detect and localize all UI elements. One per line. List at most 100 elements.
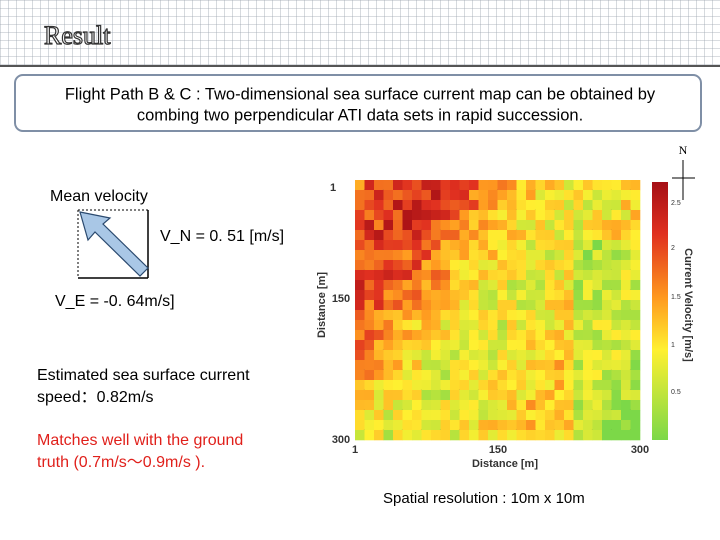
map-cell bbox=[526, 190, 536, 201]
map-cell bbox=[630, 310, 641, 321]
map-cell bbox=[364, 360, 375, 371]
map-cell bbox=[630, 220, 641, 231]
map-cell bbox=[431, 410, 441, 421]
map-cell bbox=[526, 340, 536, 351]
map-cell bbox=[535, 200, 546, 211]
map-cell bbox=[592, 350, 603, 361]
map-cell bbox=[383, 200, 394, 211]
map-cell bbox=[526, 380, 536, 391]
map-cell bbox=[611, 320, 622, 331]
map-cell bbox=[488, 400, 498, 411]
map-cell bbox=[497, 290, 508, 301]
x-tick-label: 300 bbox=[631, 444, 649, 456]
map-cell bbox=[374, 380, 384, 391]
map-cell bbox=[630, 300, 641, 311]
map-cell bbox=[393, 340, 403, 351]
map-cell bbox=[497, 400, 508, 411]
map-cell bbox=[488, 220, 498, 231]
map-cell bbox=[374, 200, 384, 211]
map-cell bbox=[402, 260, 413, 271]
map-cell bbox=[440, 250, 451, 261]
map-cell bbox=[573, 190, 584, 201]
map-cell bbox=[516, 320, 527, 331]
map-cell bbox=[412, 280, 422, 291]
map-cell bbox=[573, 250, 584, 261]
map-cell bbox=[630, 180, 641, 191]
map-cell bbox=[478, 270, 489, 281]
map-cell bbox=[621, 390, 631, 401]
map-cell bbox=[421, 370, 432, 381]
colorbar-tick: 2 bbox=[671, 245, 675, 252]
map-cell bbox=[402, 430, 413, 441]
y-axis-label: Distance [m] bbox=[316, 272, 328, 338]
map-cell bbox=[393, 420, 403, 431]
map-cell bbox=[564, 310, 574, 321]
map-cell bbox=[478, 400, 489, 411]
map-cell bbox=[554, 210, 565, 221]
map-cell bbox=[450, 300, 460, 311]
map-cell bbox=[421, 310, 432, 321]
map-cell bbox=[592, 280, 603, 291]
map-cell bbox=[383, 330, 394, 341]
map-cell bbox=[450, 250, 460, 261]
map-cell bbox=[611, 350, 622, 361]
map-cell bbox=[440, 220, 451, 231]
map-cell bbox=[393, 380, 403, 391]
map-cell bbox=[526, 290, 536, 301]
map-cell bbox=[469, 300, 479, 311]
map-cell bbox=[364, 210, 375, 221]
map-cell bbox=[583, 240, 593, 251]
map-cell bbox=[402, 340, 413, 351]
colorbar-tick: 1 bbox=[671, 342, 675, 349]
map-cell bbox=[573, 330, 584, 341]
map-cell bbox=[611, 270, 622, 281]
map-cell bbox=[393, 240, 403, 251]
map-cell bbox=[459, 290, 470, 301]
map-cell bbox=[478, 200, 489, 211]
map-cell bbox=[583, 180, 593, 191]
map-cell bbox=[383, 270, 394, 281]
map-cell bbox=[383, 290, 394, 301]
map-cell bbox=[630, 360, 641, 371]
map-cell bbox=[516, 270, 527, 281]
map-cell bbox=[592, 420, 603, 431]
map-cell bbox=[621, 180, 631, 191]
map-cell bbox=[478, 330, 489, 341]
map-cell bbox=[497, 320, 508, 331]
map-cell bbox=[402, 410, 413, 421]
map-cell bbox=[431, 380, 441, 391]
map-cell bbox=[459, 340, 470, 351]
map-cell bbox=[611, 410, 622, 421]
map-cell bbox=[507, 250, 517, 261]
map-cell bbox=[583, 320, 593, 331]
map-cell bbox=[535, 380, 546, 391]
map-cell bbox=[355, 250, 365, 261]
map-cell bbox=[412, 300, 422, 311]
map-cell bbox=[497, 200, 508, 211]
map-cell bbox=[469, 320, 479, 331]
map-cell bbox=[421, 230, 432, 241]
map-cell bbox=[393, 370, 403, 381]
map-cell bbox=[421, 400, 432, 411]
map-cell bbox=[364, 290, 375, 301]
map-cell bbox=[545, 290, 555, 301]
map-cell bbox=[431, 370, 441, 381]
map-cell bbox=[450, 220, 460, 231]
map-cell bbox=[592, 220, 603, 231]
map-cell bbox=[592, 320, 603, 331]
map-cell bbox=[412, 350, 422, 361]
map-cell bbox=[440, 280, 451, 291]
map-cell bbox=[383, 250, 394, 261]
map-cell bbox=[440, 290, 451, 301]
map-cell bbox=[630, 280, 641, 291]
map-cell bbox=[355, 300, 365, 311]
map-cell bbox=[545, 270, 555, 281]
map-cell bbox=[355, 280, 365, 291]
map-cell bbox=[554, 390, 565, 401]
map-cell bbox=[469, 270, 479, 281]
map-cell bbox=[583, 360, 593, 371]
map-cell bbox=[383, 280, 394, 291]
map-cell bbox=[507, 360, 517, 371]
map-cell bbox=[412, 220, 422, 231]
